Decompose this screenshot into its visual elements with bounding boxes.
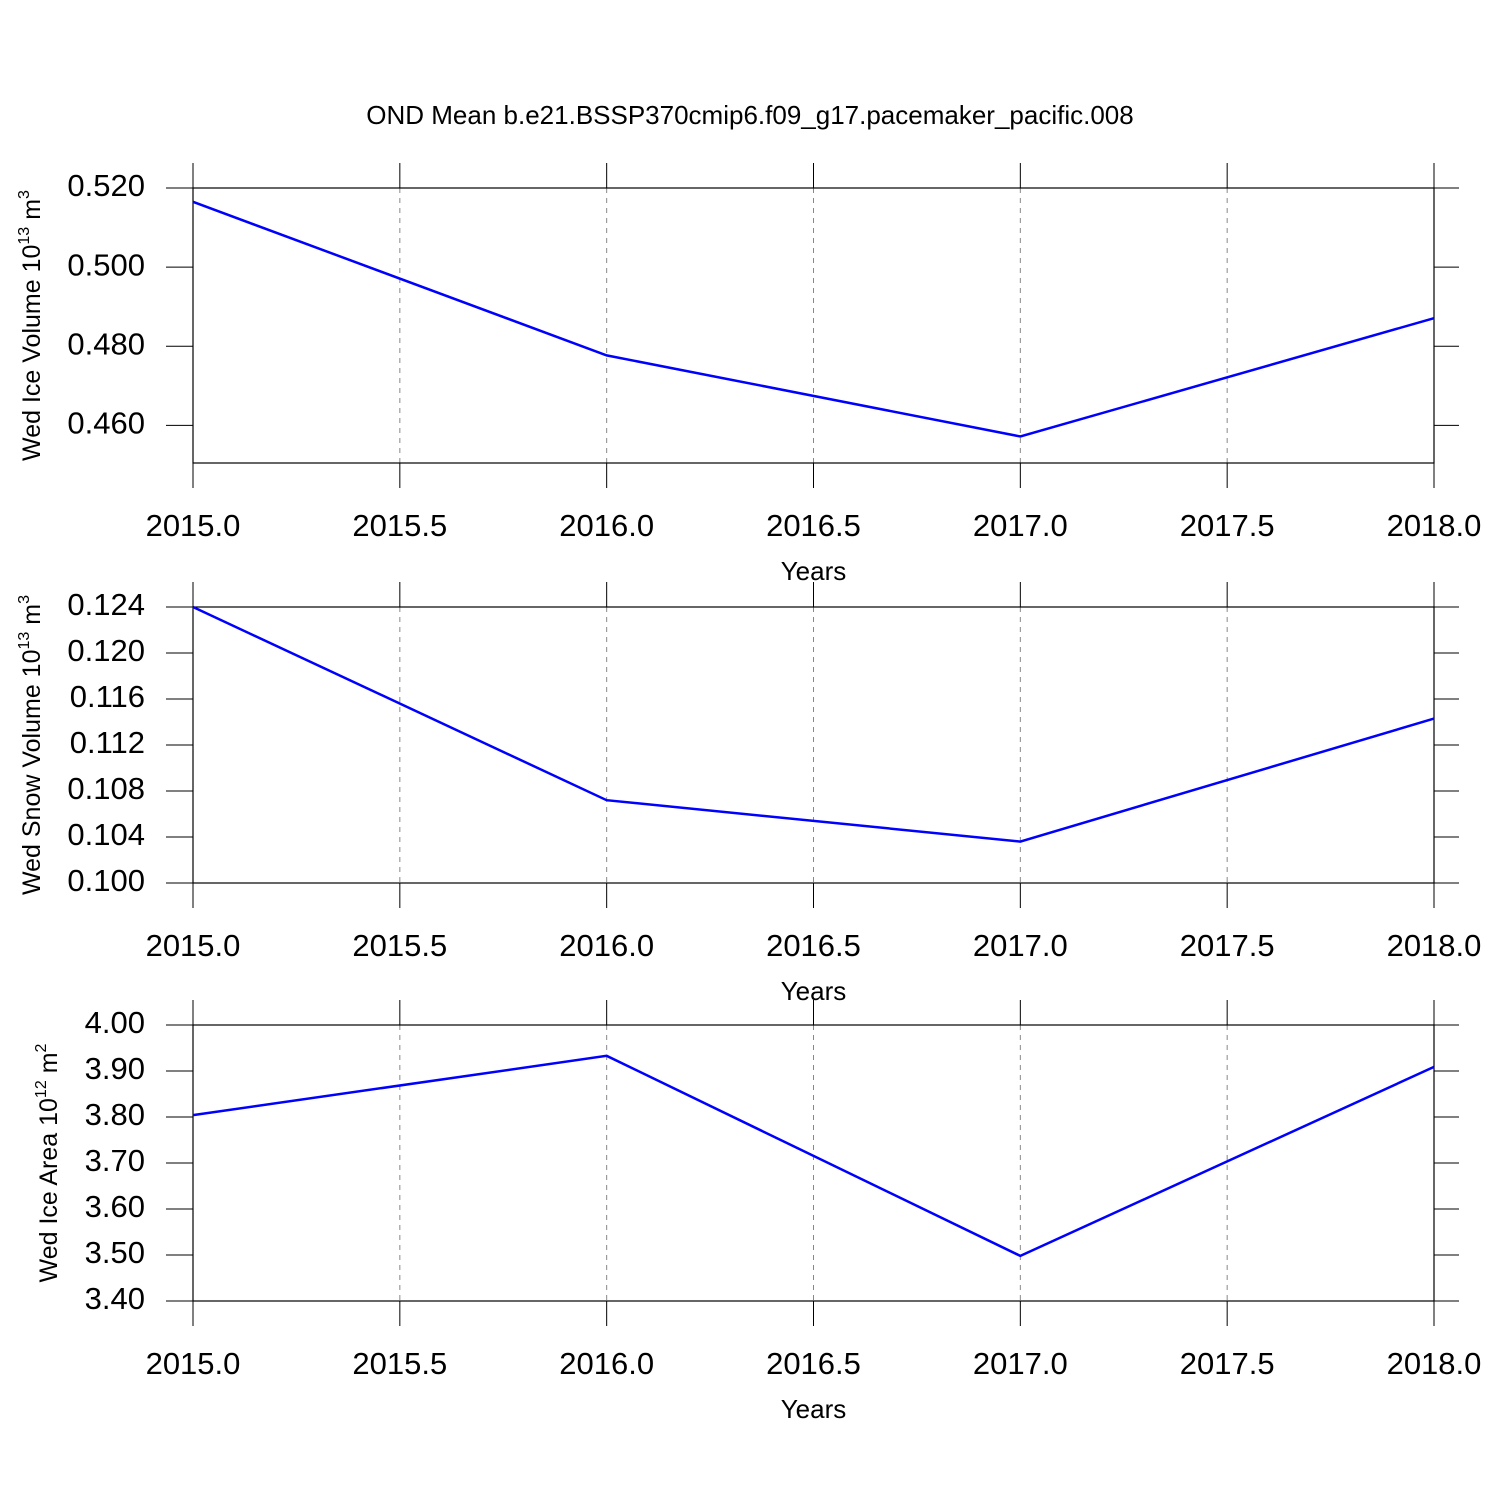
x-tick-label: 2017.0 xyxy=(973,1346,1068,1381)
x-tick-label: 2017.5 xyxy=(1180,1346,1275,1381)
y-tick-label: 3.70 xyxy=(85,1143,145,1178)
y-tick-label: 0.100 xyxy=(67,863,145,898)
y-tick-label: 0.500 xyxy=(67,247,145,282)
y-label-text: Wed Snow Volume 10 xyxy=(18,650,46,896)
data-line xyxy=(192,605,1435,843)
y-tick-label: 0.124 xyxy=(67,587,145,622)
x-tick-label: 2018.0 xyxy=(1387,928,1482,963)
data-line xyxy=(192,1054,1435,1258)
x-tick-label: 2018.0 xyxy=(1387,508,1482,543)
x-tick-label: 2015.0 xyxy=(146,1346,241,1381)
x-axis-label: Years xyxy=(781,1394,847,1424)
y-label-text: Wed Ice Area 10 xyxy=(35,1098,63,1282)
y-tick-label: 0.112 xyxy=(70,725,145,760)
x-tick-label: 2016.0 xyxy=(559,508,654,543)
y-label-superscript: 13 xyxy=(16,227,33,245)
y-axis-label: Wed Ice Volume 1013 m3 xyxy=(16,190,46,461)
y-tick-label: 3.80 xyxy=(85,1097,145,1132)
x-tick-label: 2017.0 xyxy=(973,928,1068,963)
y-tick-label: 3.40 xyxy=(85,1281,145,1316)
y-axis-label: Wed Snow Volume 1013 m3 xyxy=(16,595,46,895)
x-tick-label: 2016.5 xyxy=(766,928,861,963)
y-axis-label: Wed Ice Area 1012 m2 xyxy=(33,1043,63,1282)
y-label-superscript: 3 xyxy=(16,595,33,604)
y-tick-label: 0.104 xyxy=(67,817,145,852)
y-tick-label: 0.116 xyxy=(70,679,145,714)
x-tick-label: 2018.0 xyxy=(1387,1346,1482,1381)
y-label-superscript: 13 xyxy=(16,632,33,650)
y-tick-label: 0.108 xyxy=(67,771,145,806)
x-tick-label: 2015.5 xyxy=(352,1346,447,1381)
x-tick-label: 2015.5 xyxy=(352,508,447,543)
y-tick-label: 0.460 xyxy=(67,406,145,441)
x-axis-label: Years xyxy=(781,556,847,586)
x-tick-label: 2017.0 xyxy=(973,508,1068,543)
data-line xyxy=(192,200,1435,438)
x-tick-label: 2016.5 xyxy=(766,508,861,543)
y-label-superscript: 3 xyxy=(16,190,33,199)
y-label-text: Wed Ice Volume 10 xyxy=(18,245,46,461)
y-tick-label: 3.90 xyxy=(85,1051,145,1086)
y-tick-label: 0.520 xyxy=(67,168,145,203)
plot-frame xyxy=(192,187,1435,464)
plot-frame xyxy=(192,606,1435,884)
x-tick-label: 2016.0 xyxy=(559,1346,654,1381)
y-label-text: m xyxy=(35,1052,63,1073)
chart-title: OND Mean b.e21.BSSP370cmip6.f09_g17.pace… xyxy=(366,100,1133,130)
y-tick-label: 0.480 xyxy=(67,326,145,361)
y-tick-label: 3.50 xyxy=(85,1235,145,1270)
x-tick-label: 2017.5 xyxy=(1180,508,1275,543)
x-tick-label: 2015.5 xyxy=(352,928,447,963)
x-tick-label: 2016.0 xyxy=(559,928,654,963)
y-label-superscript: 2 xyxy=(33,1043,50,1052)
y-tick-label: 4.00 xyxy=(85,1005,145,1040)
plot-frame xyxy=(192,1024,1435,1302)
y-label-text: m xyxy=(18,604,46,625)
y-label-superscript: 12 xyxy=(33,1080,50,1098)
x-tick-label: 2016.5 xyxy=(766,1346,861,1381)
y-tick-label: 0.120 xyxy=(67,633,145,668)
x-tick-label: 2015.0 xyxy=(146,508,241,543)
x-tick-label: 2015.0 xyxy=(146,928,241,963)
y-label-text: m xyxy=(18,199,46,220)
y-tick-label: 3.60 xyxy=(85,1189,145,1224)
x-tick-label: 2017.5 xyxy=(1180,928,1275,963)
